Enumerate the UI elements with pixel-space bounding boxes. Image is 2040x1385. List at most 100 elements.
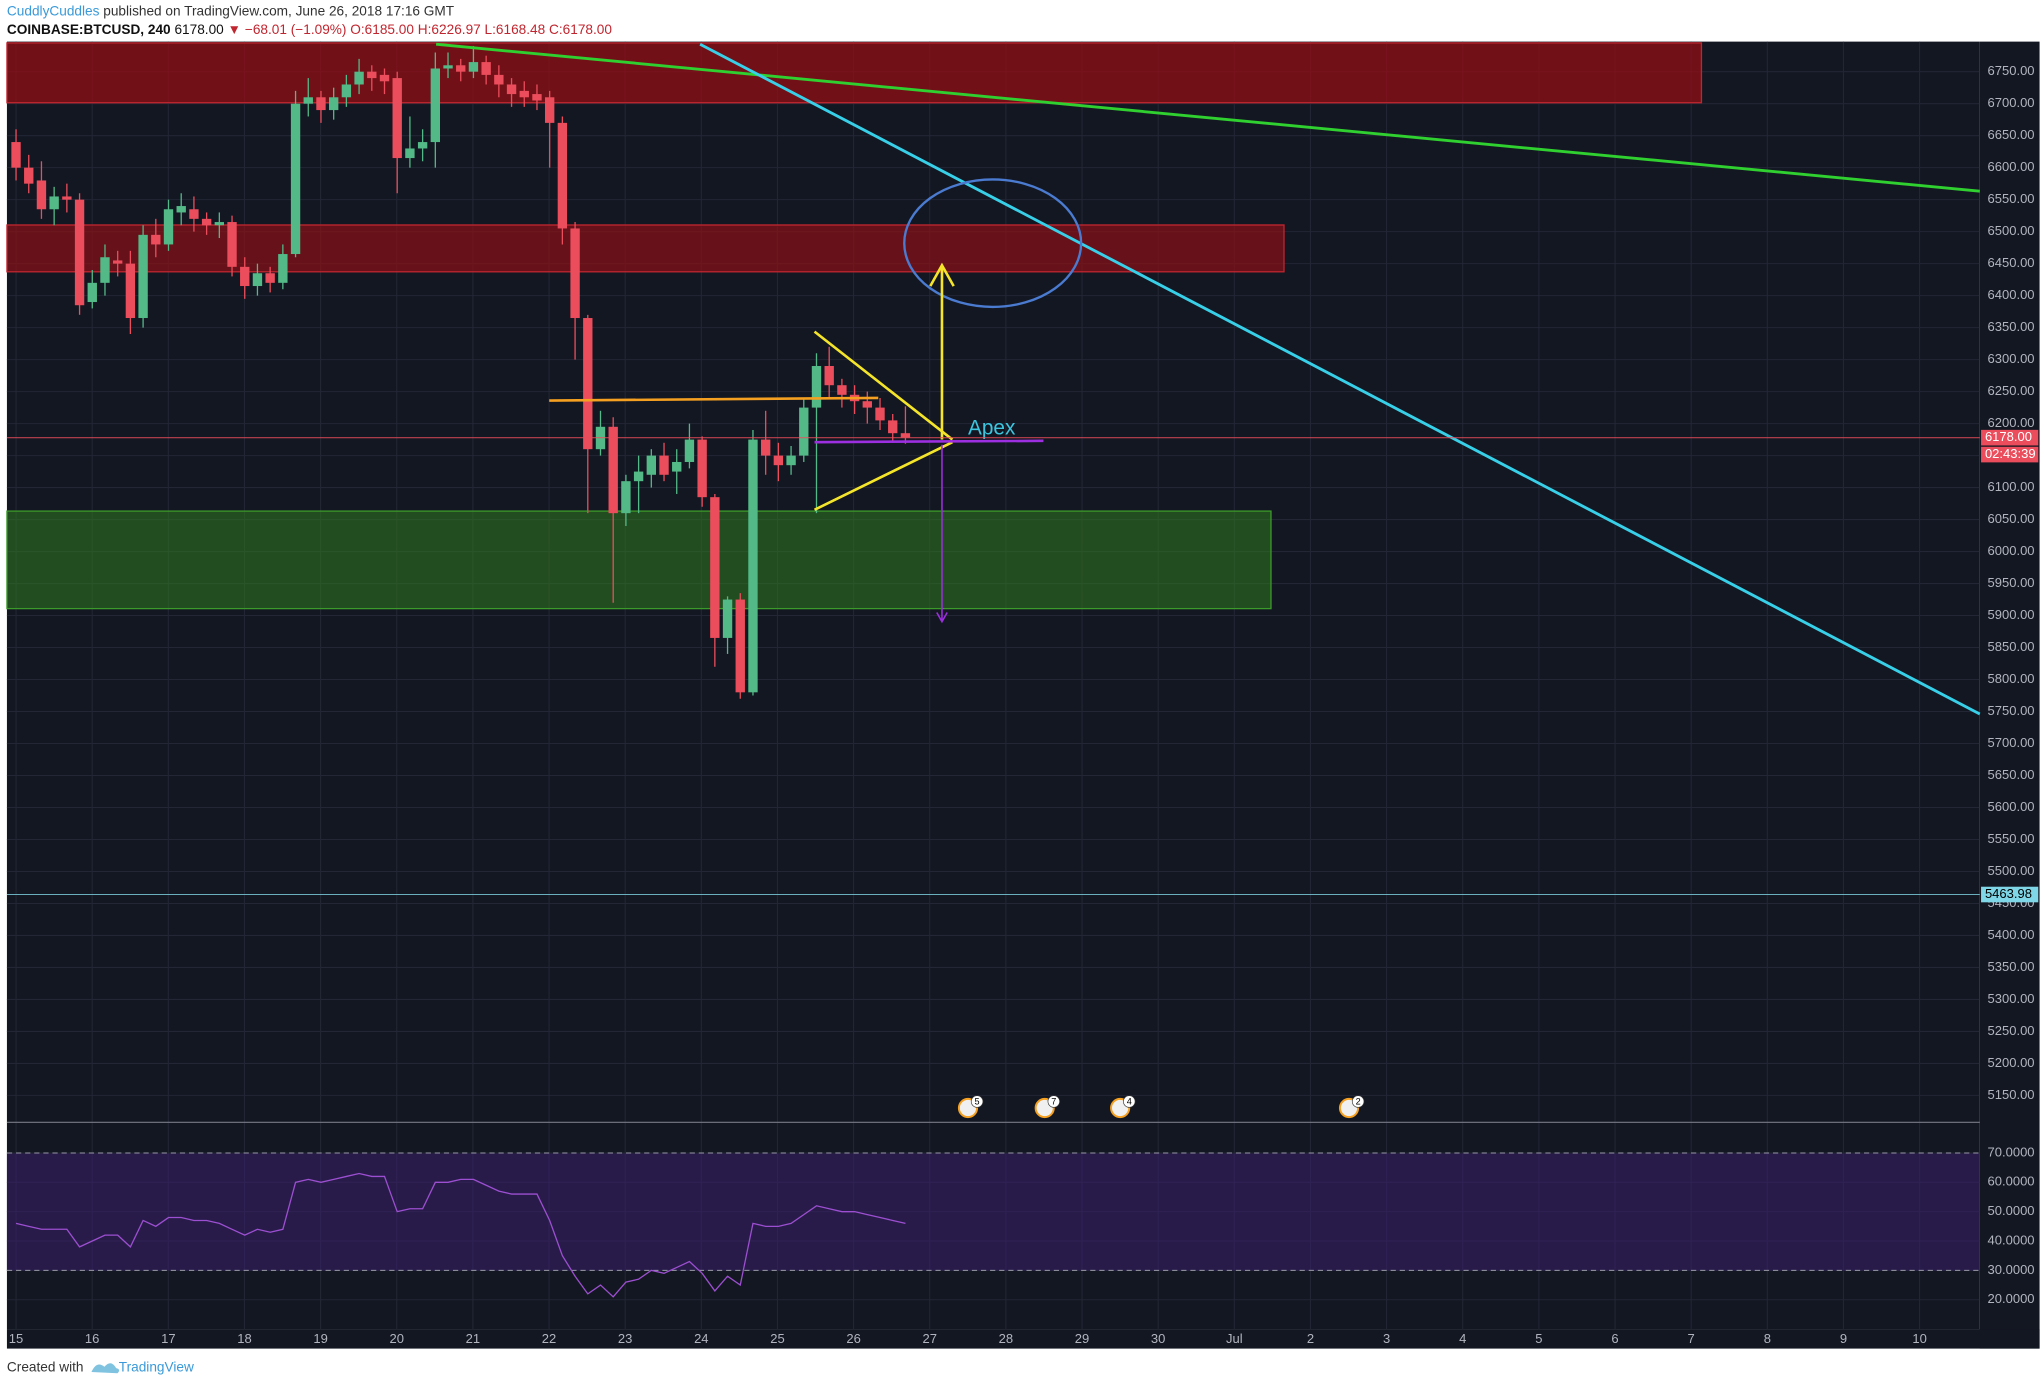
candle-body	[888, 420, 898, 434]
y-tick-label: 5750.00	[1988, 703, 2035, 718]
candle-body	[392, 78, 402, 159]
event-count: 4	[1127, 1097, 1132, 1107]
candle-body	[62, 196, 72, 200]
candle-body	[837, 385, 847, 395]
x-tick-label: 22	[542, 1331, 556, 1346]
candle-body	[290, 103, 301, 255]
y-tick-label: 5250.00	[1988, 1023, 2035, 1038]
x-tick-label: 6	[1611, 1331, 1618, 1346]
y-tick-label: 20.0000	[1988, 1291, 2035, 1306]
y-tick-label: 6400.00	[1988, 287, 2035, 302]
candle-body	[100, 257, 110, 283]
x-tick-label: 19	[313, 1331, 327, 1346]
candle-body	[875, 407, 885, 421]
y-tick-label: 40.0000	[1988, 1232, 2035, 1247]
candle-body	[532, 94, 542, 101]
candle-body	[494, 74, 504, 85]
candle-body	[659, 455, 669, 475]
x-tick-label: Jul	[1226, 1331, 1243, 1346]
countdown-tag	[1981, 446, 2039, 463]
candle-body	[824, 366, 834, 386]
resistance-zone	[6, 42, 1703, 104]
event[interactable]: 2	[1338, 1095, 1365, 1119]
y-tick-label: 5350.00	[1988, 959, 2035, 974]
candle-body	[430, 68, 441, 143]
candle-body	[684, 439, 695, 462]
y-tick-label: 6550.00	[1988, 191, 2035, 206]
ohlc: L:6168.48	[485, 22, 546, 37]
candle-body	[201, 218, 212, 226]
x-tick-label: 24	[694, 1331, 708, 1346]
y-tick-label: 6700.00	[1988, 95, 2035, 110]
y-tick-label: 5650.00	[1988, 767, 2035, 782]
x-tick-label: 2	[1307, 1331, 1314, 1346]
event[interactable]: 5	[957, 1095, 984, 1119]
event[interactable]: 7	[1034, 1095, 1060, 1119]
candle-body	[710, 497, 720, 638]
x-tick-label: 8	[1764, 1331, 1771, 1346]
y-tick-label: 6300.00	[1988, 351, 2035, 366]
candle-body	[417, 142, 428, 149]
y-tick-label: 5400.00	[1988, 927, 2035, 942]
candle-body	[138, 234, 148, 319]
candle-body	[36, 180, 47, 210]
trendline	[699, 42, 1981, 716]
footer-brand[interactable]: TradingView	[119, 1360, 194, 1375]
x-tick-label: 23	[618, 1331, 632, 1346]
candle-body	[227, 222, 237, 267]
candle-body	[646, 455, 656, 475]
price-tag-label: 5463.98	[1985, 886, 2032, 901]
y-tick-label: 6100.00	[1988, 479, 2035, 494]
candle-body	[316, 97, 326, 111]
y-tick-label: 6200.00	[1988, 415, 2035, 430]
candle-body	[481, 62, 491, 75]
x-tick-label: 17	[161, 1331, 175, 1346]
price-tag-label: 6178.00	[1985, 429, 2032, 444]
y-tick-label: 5700.00	[1988, 735, 2035, 750]
candle-body	[583, 318, 593, 450]
change: ▼ −68.01 (−1.09%)	[228, 22, 347, 37]
y-tick-label: 5850.00	[1988, 639, 2035, 654]
candle-body	[163, 209, 174, 245]
y-tick-label: 6500.00	[1988, 223, 2035, 238]
y-tick-label: 5300.00	[1988, 991, 2035, 1006]
candle-body	[544, 97, 555, 123]
candle-body	[443, 65, 453, 69]
y-tick-label: 5500.00	[1988, 863, 2035, 878]
price-tag	[1981, 886, 2039, 903]
candle-body	[74, 199, 85, 306]
candle-body	[328, 97, 339, 111]
x-tick-label: 4	[1459, 1331, 1466, 1346]
y-tick-label: 5600.00	[1988, 799, 2035, 814]
header-line: CuddlyCuddles published on TradingView.c…	[7, 3, 455, 18]
event-count: 5	[975, 1097, 980, 1107]
x-tick-label: 25	[770, 1331, 784, 1346]
ohlc: H:6226.97	[418, 22, 481, 37]
candle-body	[519, 90, 529, 98]
target-ellipse	[903, 178, 1083, 309]
candle-body	[722, 599, 733, 638]
author[interactable]: CuddlyCuddles	[7, 3, 100, 18]
candle-body	[760, 439, 771, 456]
candle-body	[405, 148, 415, 159]
candle-body	[24, 167, 34, 184]
header-line: COINBASE:BTCUSD, 240 6178.00 ▼ −68.01 (−…	[7, 22, 612, 37]
candle-body	[303, 97, 313, 104]
y-tick-label: 6000.00	[1988, 543, 2035, 558]
x-tick-label: 16	[85, 1331, 99, 1346]
candle-body	[633, 471, 644, 482]
arrow-head	[936, 612, 948, 624]
y-tick-label: 5950.00	[1988, 575, 2035, 590]
candle-body	[278, 254, 288, 283]
event-count: 2	[1356, 1097, 1361, 1107]
candle-body	[811, 366, 822, 408]
event[interactable]: 4	[1110, 1095, 1136, 1119]
x-tick-label: 3	[1383, 1331, 1390, 1346]
candle-body	[367, 71, 377, 79]
y-tick-label: 5900.00	[1988, 607, 2035, 622]
y-tick-label: 6450.00	[1988, 255, 2035, 270]
y-tick-label: 5200.00	[1988, 1055, 2035, 1070]
candle-body	[176, 206, 186, 213]
